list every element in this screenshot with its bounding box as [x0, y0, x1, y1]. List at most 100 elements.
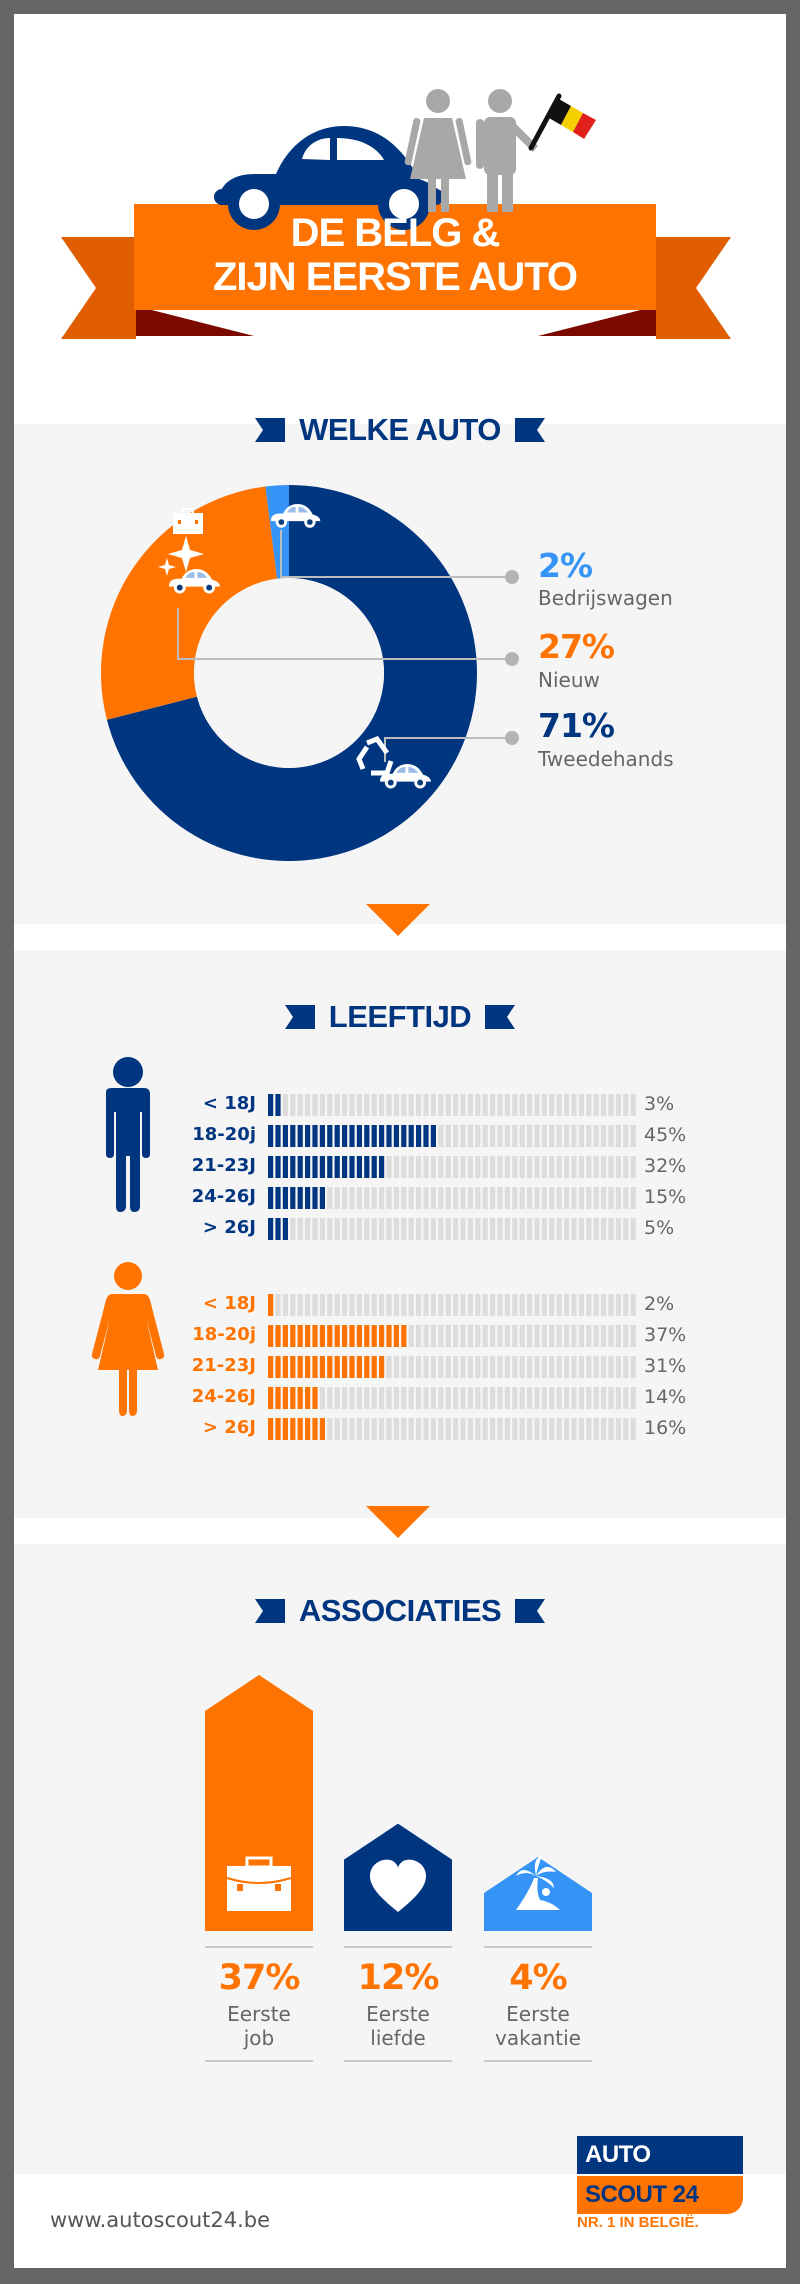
bar-segment-empty	[504, 1418, 510, 1440]
bar-segment-empty	[467, 1156, 473, 1178]
bar-segment-empty	[460, 1218, 466, 1240]
bar-segment-empty	[401, 1294, 407, 1316]
bar-segment-filled	[275, 1187, 281, 1209]
bar-segment-empty	[541, 1125, 547, 1147]
bar-segment-empty	[497, 1187, 503, 1209]
bar-segment-empty	[556, 1325, 562, 1347]
bar-segment-empty	[460, 1156, 466, 1178]
bar-segment-empty	[527, 1387, 533, 1409]
bar-segment-filled	[342, 1325, 348, 1347]
bar-segment-empty	[482, 1418, 488, 1440]
bar-segment-empty	[349, 1418, 355, 1440]
bar-segment-empty	[534, 1156, 540, 1178]
bar-segment-empty	[571, 1387, 577, 1409]
bar-segment-empty	[364, 1187, 370, 1209]
association-label: Eerste	[366, 2002, 430, 2026]
bar-segment-empty	[549, 1125, 555, 1147]
bar-segment-empty	[319, 1294, 325, 1316]
bar-segment-empty	[534, 1418, 540, 1440]
bar-segment-empty	[571, 1156, 577, 1178]
bar-segment-filled	[275, 1325, 281, 1347]
bar-segment-empty	[356, 1094, 362, 1116]
bar-segment-empty	[386, 1187, 392, 1209]
association-label: Eerste	[506, 2002, 570, 2026]
bar-segment-empty	[482, 1356, 488, 1378]
bar-segment-filled	[319, 1156, 325, 1178]
bar-segment-filled	[297, 1325, 303, 1347]
bar-segment-empty	[386, 1356, 392, 1378]
bar-segment-empty	[401, 1418, 407, 1440]
bar-segment-empty	[334, 1218, 340, 1240]
bar-segment-filled	[393, 1125, 399, 1147]
age-bar	[268, 1294, 636, 1316]
age-category-label: > 26J	[202, 1217, 256, 1238]
bar-segment-empty	[356, 1187, 362, 1209]
bar-segment-empty	[475, 1218, 481, 1240]
bar-segment-empty	[371, 1094, 377, 1116]
age-bar	[268, 1218, 636, 1240]
bar-segment-filled	[268, 1387, 274, 1409]
bar-segment-empty	[356, 1294, 362, 1316]
bar-segment-empty	[342, 1218, 348, 1240]
ribbon-fold-right	[538, 306, 656, 336]
down-arrow-icon	[366, 1506, 430, 1538]
bar-segment-empty	[349, 1094, 355, 1116]
bar-segment-empty	[608, 1094, 614, 1116]
bar-segment-empty	[305, 1218, 311, 1240]
bar-segment-empty	[593, 1294, 599, 1316]
bar-segment-empty	[586, 1094, 592, 1116]
bar-segment-empty	[460, 1387, 466, 1409]
header-illustration	[61, 89, 731, 339]
bar-segment-empty	[490, 1387, 496, 1409]
section-title: WELKE AUTO	[299, 412, 501, 447]
bar-segment-empty	[586, 1125, 592, 1147]
down-arrow-icon	[366, 904, 430, 936]
bar-segment-empty	[416, 1218, 422, 1240]
bar-segment-empty	[608, 1125, 614, 1147]
bar-segment-filled	[371, 1325, 377, 1347]
age-category-label: 24-26J	[191, 1386, 256, 1407]
bar-segment-empty	[497, 1387, 503, 1409]
bar-segment-empty	[556, 1094, 562, 1116]
bar-segment-empty	[475, 1387, 481, 1409]
bar-segment-empty	[430, 1094, 436, 1116]
bar-segment-empty	[430, 1325, 436, 1347]
bar-segment-filled	[275, 1387, 281, 1409]
bar-segment-empty	[556, 1387, 562, 1409]
bar-segment-empty	[393, 1294, 399, 1316]
bar-segment-empty	[386, 1418, 392, 1440]
bar-segment-empty	[630, 1187, 636, 1209]
bar-segment-empty	[467, 1094, 473, 1116]
bar-segment-empty	[571, 1094, 577, 1116]
bar-segment-empty	[578, 1125, 584, 1147]
age-bar	[268, 1094, 636, 1116]
bar-segment-empty	[630, 1156, 636, 1178]
bar-segment-filled	[268, 1156, 274, 1178]
bar-segment-empty	[482, 1294, 488, 1316]
bar-segment-filled	[349, 1356, 355, 1378]
bar-segment-empty	[364, 1294, 370, 1316]
bar-segment-empty	[549, 1187, 555, 1209]
bar-segment-filled	[275, 1125, 281, 1147]
website-link[interactable]: www.autoscout24.be	[50, 2208, 271, 2232]
bar-segment-empty	[467, 1187, 473, 1209]
bar-segment-empty	[593, 1218, 599, 1240]
age-value-label: 14%	[644, 1386, 687, 1408]
age-category-label: 18-20j	[192, 1124, 256, 1145]
age-category-label: 21-23J	[191, 1155, 256, 1176]
bar-segment-filled	[268, 1418, 274, 1440]
bar-segment-empty	[467, 1218, 473, 1240]
bar-segment-empty	[319, 1218, 325, 1240]
bar-segment-empty	[393, 1418, 399, 1440]
donut-label-name: Tweedehands	[538, 747, 674, 771]
bar-segment-filled	[364, 1325, 370, 1347]
bar-segment-empty	[593, 1156, 599, 1178]
section-heading-age: LEEFTIJD	[14, 997, 786, 1037]
bar-segment-empty	[342, 1387, 348, 1409]
bar-segment-empty	[475, 1156, 481, 1178]
bar-segment-empty	[482, 1125, 488, 1147]
bar-segment-filled	[268, 1218, 274, 1240]
bar-segment-filled	[282, 1356, 288, 1378]
donut-slice-bedrijswagen	[265, 485, 289, 579]
bar-segment-empty	[349, 1218, 355, 1240]
